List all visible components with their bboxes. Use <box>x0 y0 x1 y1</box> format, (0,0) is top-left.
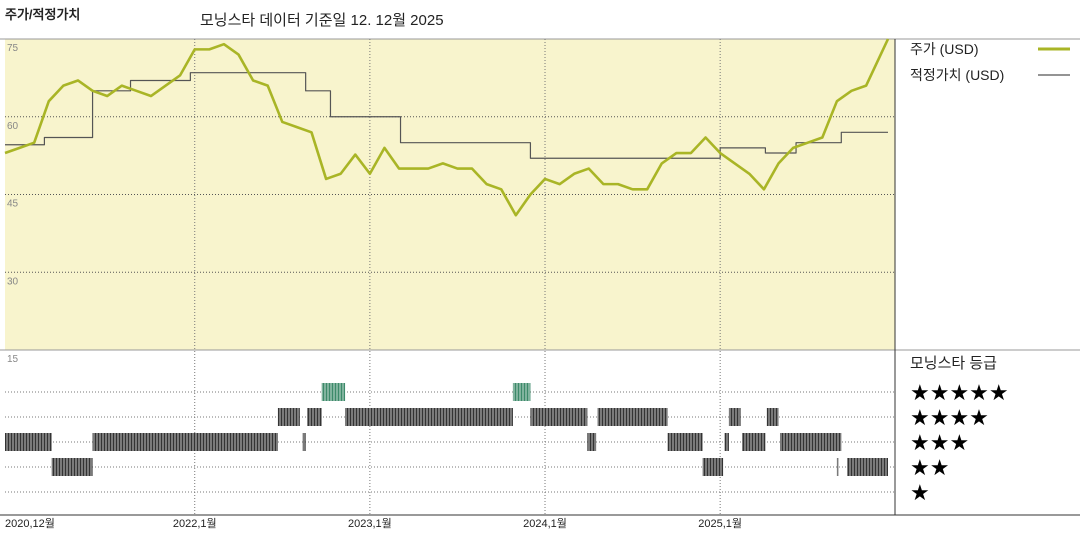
rating-segment <box>512 383 531 401</box>
rating-segment <box>742 433 766 451</box>
y-tick-label: 60 <box>7 121 19 132</box>
rating-segment <box>702 458 724 476</box>
rating-segment <box>530 408 588 426</box>
x-tick-label: 2024,1월 <box>523 517 567 530</box>
rating-segment <box>302 433 306 451</box>
y-tick-label: 30 <box>7 276 19 287</box>
rating-segment <box>321 383 346 401</box>
x-tick-label: 2020,12월 <box>5 517 55 530</box>
rating-title: 모닝스타 등급 <box>910 355 997 372</box>
rating-segment <box>597 408 668 426</box>
rating-level-label: ★★★★ <box>910 405 989 430</box>
x-tick-label: 2022,1월 <box>173 517 217 530</box>
rating-segment <box>5 433 52 451</box>
chart-title: 주가/적정가치 <box>5 7 80 22</box>
rating-segment <box>728 408 741 426</box>
legend-label: 주가 (USD) <box>910 41 979 57</box>
rating-segment <box>51 458 93 476</box>
y-tick-label: 45 <box>7 199 19 210</box>
rating-segment <box>724 433 729 451</box>
rating-level-label: ★★ <box>910 455 949 480</box>
series-line <box>5 72 888 159</box>
rating-segment <box>345 408 513 426</box>
rating-segment <box>667 433 703 451</box>
rating-level-label: ★★★ <box>910 430 969 455</box>
rating-segment <box>766 408 779 426</box>
rating-segment <box>836 458 839 476</box>
chart-subtitle: 모닝스타 데이터 기준일 12. 12월 2025 <box>200 12 444 29</box>
series-line <box>4 38 890 217</box>
rating-segment <box>92 433 278 451</box>
x-tick-label: 2023,1월 <box>348 517 392 530</box>
rating-level-label: ★ <box>910 480 930 505</box>
x-tick-label: 2025,1월 <box>698 517 742 530</box>
rating-level-label: ★★★★★ <box>910 380 1009 405</box>
y-tick-label: 75 <box>7 43 19 54</box>
rating-segment <box>307 408 322 426</box>
rating-segment <box>779 433 842 451</box>
y-tick-label: 15 <box>7 354 19 365</box>
rating-segment <box>277 408 300 426</box>
legend-label: 적정가치 (USD) <box>910 67 1004 83</box>
rating-segment <box>847 458 888 476</box>
rating-segment <box>587 433 597 451</box>
